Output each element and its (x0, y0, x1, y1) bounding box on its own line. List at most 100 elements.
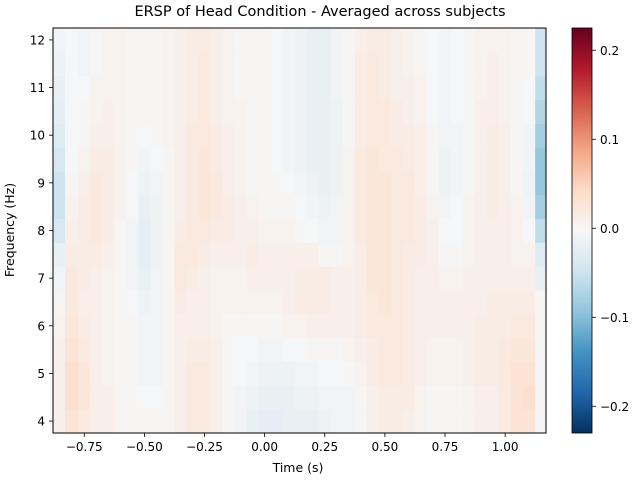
heatmap-cell (294, 266, 308, 291)
heatmap-cell (342, 337, 356, 363)
heatmap-cell (463, 99, 476, 124)
heatmap-cell (511, 266, 524, 291)
heatmap-cell (102, 28, 115, 53)
heatmap-cell (426, 123, 440, 148)
heatmap-cell (126, 170, 139, 196)
heatmap-cell (150, 123, 164, 148)
heatmap-cell (342, 242, 356, 267)
heatmap-cell (306, 194, 320, 220)
heatmap-cell (114, 290, 127, 315)
heatmap-cell (186, 51, 200, 77)
heatmap-cell (366, 313, 380, 339)
heatmap-cell (318, 51, 332, 77)
heatmap-cell (511, 194, 524, 220)
heatmap-cell (294, 361, 308, 386)
heatmap-cell (438, 99, 452, 124)
heatmap-cell (282, 361, 296, 386)
heatmap-cell (487, 337, 500, 363)
heatmap-cell (426, 194, 440, 220)
heatmap-cell (246, 242, 260, 267)
heatmap-cell (246, 266, 260, 291)
y-axis: 4 5 6 7 8 9 10 11 12 (30, 33, 53, 429)
heatmap-cell (90, 170, 103, 196)
heatmap-cell (535, 99, 546, 124)
heatmap-cell (162, 75, 176, 101)
heatmap-cell (282, 170, 296, 196)
heatmap-cell (511, 337, 524, 363)
heatmap-cell (53, 409, 66, 433)
heatmap-cell (53, 266, 66, 291)
heatmap-cell (318, 99, 332, 124)
heatmap-cell (438, 170, 452, 196)
heatmap-cell (282, 385, 296, 410)
heatmap-cell (234, 123, 248, 148)
heatmap-cell (535, 28, 546, 53)
heatmap-cell (53, 28, 66, 53)
heatmap-cell (402, 385, 416, 410)
heatmap-cell (258, 147, 272, 172)
heatmap-cell (198, 218, 212, 244)
heatmap-cell (65, 194, 79, 220)
heatmap-cell (174, 28, 188, 53)
heatmap-cell (174, 290, 188, 315)
heatmap-cell (426, 266, 440, 291)
heatmap-cell (150, 385, 164, 410)
heatmap-cell (198, 313, 212, 339)
heatmap-cell (294, 123, 308, 148)
heatmap-cell (390, 313, 404, 339)
heatmap-cell (487, 99, 500, 124)
heatmap-cell (102, 123, 115, 148)
heatmap-cell (90, 337, 103, 363)
heatmap-cell (78, 385, 91, 410)
heatmap-cell (270, 266, 284, 291)
heatmap-cell (138, 194, 151, 220)
heatmap-cell (318, 170, 332, 196)
heatmap-cell (475, 75, 488, 101)
heatmap-cell (282, 218, 296, 244)
heatmap-cell (451, 99, 464, 124)
heatmap-cell (102, 99, 115, 124)
heatmap-cell (378, 28, 392, 53)
heatmap-cell (402, 218, 416, 244)
heatmap-cell (246, 147, 260, 172)
heatmap-cell (306, 218, 320, 244)
heatmap-cell (282, 266, 296, 291)
heatmap-cell (318, 194, 332, 220)
heatmap-cell (78, 337, 91, 363)
heatmap-cell (426, 242, 440, 267)
heatmap-cell (65, 218, 79, 244)
heatmap-cell (330, 51, 344, 77)
heatmap-cell (186, 385, 200, 410)
heatmap-cell (463, 242, 476, 267)
heatmap-cell (53, 147, 66, 172)
x-tick-label: −0.25 (186, 440, 223, 454)
heatmap-cell (487, 147, 500, 172)
heatmap-cell (162, 170, 176, 196)
heatmap-cell (174, 194, 188, 220)
heatmap-cell (150, 194, 164, 220)
heatmap-cell (378, 194, 392, 220)
heatmap-cell (318, 266, 332, 291)
heatmap-cell (294, 194, 308, 220)
heatmap-cell (258, 51, 272, 77)
heatmap-cell (354, 313, 368, 339)
heatmap-cell (114, 170, 127, 196)
heatmap-cell (162, 99, 176, 124)
colorbar (571, 27, 593, 434)
heatmap-cell (246, 99, 260, 124)
heatmap-cell (306, 361, 320, 386)
heatmap-cell (65, 123, 79, 148)
heatmap-cell (246, 385, 260, 410)
heatmap-cell (114, 385, 127, 410)
y-tick-label: 11 (30, 81, 45, 95)
heatmap-cell (234, 99, 248, 124)
y-axis-label: Frequency (Hz) (2, 183, 17, 277)
heatmap-cell (114, 313, 127, 339)
heatmap-cell (354, 361, 368, 386)
x-tick-label: 0.25 (311, 440, 338, 454)
heatmap-cell (499, 337, 512, 363)
heatmap-cell (487, 313, 500, 339)
heatmap-cell (270, 147, 284, 172)
heatmap-cell (258, 123, 272, 148)
